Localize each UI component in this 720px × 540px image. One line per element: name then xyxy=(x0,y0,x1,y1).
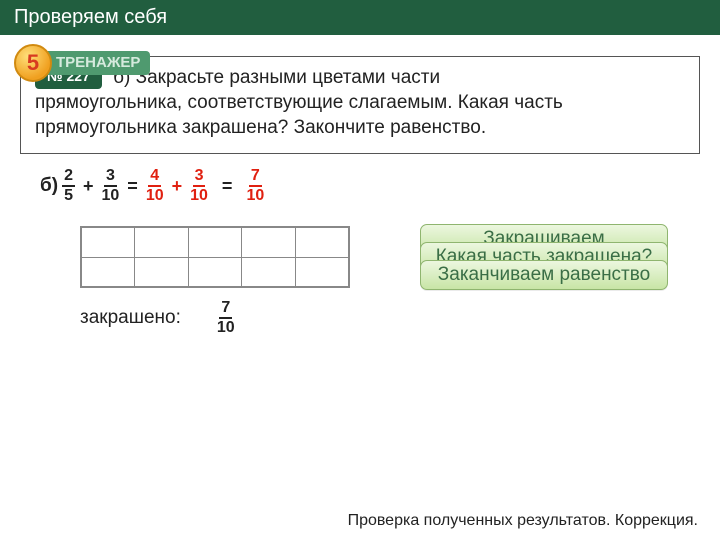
grid-cell xyxy=(188,228,241,258)
rectangle-grid xyxy=(80,226,350,288)
grid-cell xyxy=(82,228,135,258)
task-text-lead: б) Закрасьте разными цветами части xyxy=(113,67,440,88)
fraction-4: 3 10 xyxy=(190,168,208,204)
grade-number: 5 xyxy=(27,50,39,76)
eq-label: б) xyxy=(40,175,58,197)
grid-cell xyxy=(82,257,135,287)
grid-cell xyxy=(188,257,241,287)
fraction-3: 4 10 xyxy=(146,168,164,204)
header-title: Проверяем себя xyxy=(14,6,167,28)
grid-cell xyxy=(295,257,348,287)
plus-2: + xyxy=(172,176,183,197)
fraction-2: 3 10 xyxy=(102,168,120,204)
page-header: Проверяем себя xyxy=(0,0,720,35)
trainer-label: ТРЕНАЖЕР xyxy=(40,51,150,75)
painted-row: закрашено: 7 10 xyxy=(80,300,239,336)
footer-text: Проверка полученных результатов. Коррекц… xyxy=(348,512,698,530)
grid-table xyxy=(81,227,349,287)
painted-fraction: 7 10 xyxy=(217,300,235,336)
grid-cell xyxy=(295,228,348,258)
equals-1: = xyxy=(127,176,138,197)
grade-badge: 5 xyxy=(14,44,52,82)
plus-1: + xyxy=(83,176,94,197)
grid-cell xyxy=(242,257,295,287)
painted-label: закрашено: xyxy=(80,307,181,329)
button-stack: Закрашиваем Какая часть закрашена? Закан… xyxy=(420,224,668,292)
fraction-5: 7 10 xyxy=(246,168,264,204)
grid-cell xyxy=(135,257,188,287)
fraction-1: 2 5 xyxy=(62,168,75,204)
equals-2: = xyxy=(222,176,233,197)
task-text-rest: прямоугольника, соответствующие слагаемы… xyxy=(35,92,563,138)
grid-cell xyxy=(242,228,295,258)
grid-cell xyxy=(135,228,188,258)
finish-equation-button[interactable]: Заканчиваем равенство xyxy=(420,260,668,290)
equation-row: б) 2 5 + 3 10 = 4 10 + 3 10 = 7 10 xyxy=(40,168,268,204)
